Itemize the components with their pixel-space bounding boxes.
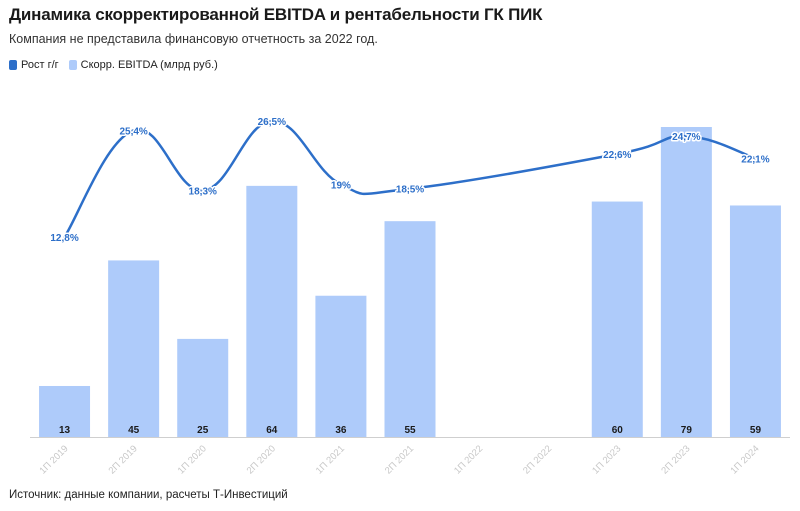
legend-swatch-line [9,60,17,70]
bar [591,201,643,437]
bar [660,127,712,437]
bar-value-label: 64 [266,425,278,436]
growth-label-halo: 19% [331,181,351,192]
x-tick-label: 1П 2020 [176,443,209,476]
bar-value-label: 25 [197,425,209,436]
legend-item-ebitda: Скорр. EBITDA (млрд руб.) [68,59,218,71]
growth-value-label: 22,6% [603,150,631,161]
bar-value-label: 79 [681,425,693,436]
legend-swatch-bar [68,60,77,70]
growth-value-label: 24,7% [672,132,700,143]
bar [177,338,229,437]
growth-value-label: 22,1% [741,154,769,165]
chart-title: Динамика скорректированной EBITDA и рент… [9,5,543,24]
bar [39,385,91,437]
bar [384,221,436,437]
x-tick-label: 1П 2023 [590,443,623,476]
chart-subtitle: Компания не представила финансовую отчет… [9,32,378,46]
legend-label-growth: Рост г/г [21,59,59,71]
legend-item-growth: Рост г/г [9,59,59,71]
x-tick-label: 1П 2019 [38,443,71,476]
chart-legend: Рост г/г Скорр. EBITDA (млрд руб.) [9,59,228,71]
x-tick-label: 2П 2022 [521,443,554,476]
bar-value-label: 55 [404,425,416,436]
growth-value-label: 18,3% [189,186,217,197]
x-tick-label: 1П 2024 [728,443,761,476]
growth-label-halo: 12,8% [50,233,78,244]
growth-value-label: 12,8% [50,233,78,244]
bar [315,295,367,437]
x-tick-label: 2П 2019 [107,443,140,476]
bar [108,260,160,437]
bar-value-label: 60 [612,425,624,436]
bar-value-label: 59 [750,425,762,436]
growth-value-label: 26,5% [258,117,286,128]
x-tick-label: 2П 2020 [245,443,278,476]
x-tick-label: 2П 2021 [383,443,416,476]
bar [729,205,781,437]
growth-label-halo: 25,4% [119,126,147,137]
source-note: Источник: данные компании, расчеты Т-Инв… [9,489,288,501]
growth-label-halo: 22,6% [603,150,631,161]
growth-label-halo: 26,5% [258,117,286,128]
growth-label-halo: 24,7% [672,132,700,143]
growth-label-halo: 22,1% [741,154,769,165]
bar [246,185,298,437]
growth-line [63,119,757,239]
growth-label-halo: 18,3% [189,186,217,197]
bar-value-label: 36 [335,425,347,436]
bar-value-label: 13 [59,425,71,436]
legend-label-ebitda: Скорр. EBITDA (млрд руб.) [80,59,218,71]
x-tick-label: 2П 2023 [659,443,692,476]
x-tick-label: 1П 2021 [314,443,347,476]
growth-value-label: 18,5% [396,185,424,196]
growth-label-halo: 18,5% [396,185,424,196]
growth-value-label: 25,4% [119,126,147,137]
bar-value-label: 45 [128,425,140,436]
growth-value-label: 19% [331,181,351,192]
x-tick-label: 1П 2022 [452,443,485,476]
